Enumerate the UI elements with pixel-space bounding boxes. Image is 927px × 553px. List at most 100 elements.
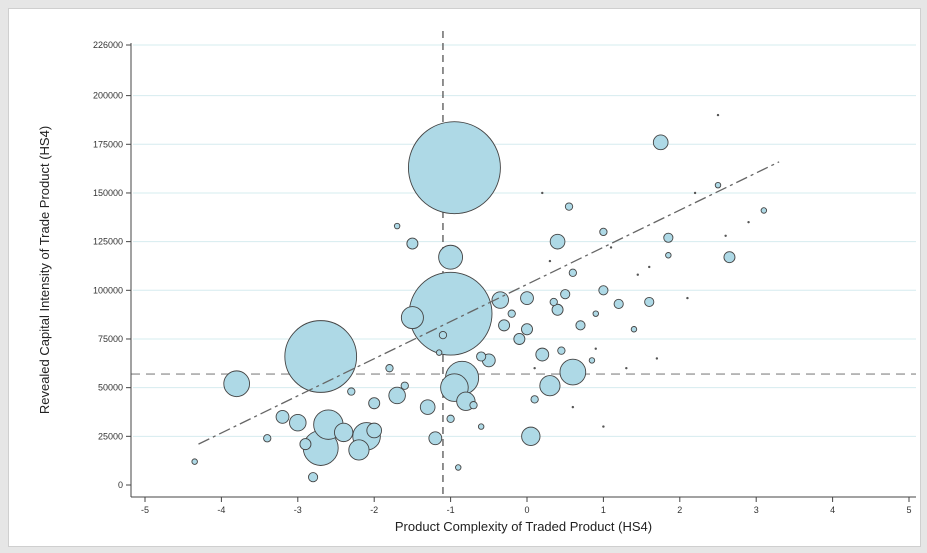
fit-line-group bbox=[198, 161, 780, 445]
bubble-point bbox=[557, 346, 566, 355]
y-tick-label: 75000 bbox=[98, 334, 123, 344]
bubble-point bbox=[714, 181, 722, 189]
x-tick-label: 5 bbox=[906, 505, 911, 515]
speck-point bbox=[609, 246, 613, 249]
bubble-point bbox=[393, 222, 401, 230]
x-tick-label: 4 bbox=[830, 505, 835, 515]
bubble-point bbox=[275, 409, 290, 424]
speck-point bbox=[533, 366, 536, 370]
bubble-point bbox=[539, 375, 561, 397]
speck-point bbox=[655, 357, 659, 360]
bubble-point bbox=[400, 381, 409, 390]
y-tick-label: 150000 bbox=[93, 188, 123, 198]
x-tick-label: 0 bbox=[524, 505, 529, 515]
speck-point bbox=[571, 405, 575, 409]
speck-point bbox=[636, 273, 639, 276]
y-axis-label: Revealed Capital Intensity of Trade Prod… bbox=[37, 126, 52, 414]
bubble-point bbox=[406, 237, 419, 250]
bubble-point bbox=[498, 319, 511, 332]
scatter-chart: 0 25000 50000 75000 100000 125000 150000 175000… bbox=[37, 31, 916, 534]
bubble-point bbox=[407, 121, 501, 215]
bubble-point bbox=[630, 326, 638, 333]
speck-point bbox=[686, 296, 689, 300]
bubble-point bbox=[507, 309, 516, 318]
bubble-point bbox=[438, 244, 464, 270]
bubble-point bbox=[549, 297, 558, 307]
bubbles bbox=[191, 113, 768, 483]
speck-point bbox=[693, 191, 697, 195]
bubble-point bbox=[469, 401, 478, 410]
y-tick-label: 50000 bbox=[98, 383, 123, 393]
fit-line bbox=[198, 161, 780, 445]
y-tick-labels: 0 25000 50000 75000 100000 125000 150000 175000… bbox=[93, 40, 123, 490]
bubble-point bbox=[564, 202, 574, 211]
speck-point bbox=[602, 425, 605, 428]
bubble-point bbox=[530, 395, 539, 404]
bubble-point bbox=[644, 296, 655, 308]
grid-lines bbox=[133, 44, 916, 437]
bubble-point bbox=[613, 298, 624, 309]
bubble-point bbox=[348, 439, 370, 461]
chart-frame: 0 25000 50000 75000 100000 125000 150000 175000… bbox=[8, 8, 921, 547]
bubble-point bbox=[575, 320, 586, 331]
speck-point bbox=[648, 265, 651, 269]
speck-point bbox=[724, 234, 727, 237]
bubble-point bbox=[400, 306, 424, 330]
x-tick-label: 3 bbox=[754, 505, 759, 515]
bubble-point bbox=[551, 303, 564, 316]
bubble-point bbox=[598, 285, 609, 296]
bubble-point bbox=[588, 357, 596, 364]
bubble-point bbox=[513, 333, 526, 345]
bubble-point bbox=[428, 431, 443, 446]
y-tick-label: 0 bbox=[118, 480, 123, 490]
bubble-point bbox=[476, 351, 487, 362]
y-tick-label: 226000 bbox=[93, 40, 123, 50]
x-tick-label: -2 bbox=[370, 505, 378, 515]
y-tick-label: 125000 bbox=[93, 237, 123, 247]
bubble-point bbox=[446, 414, 455, 423]
axes bbox=[126, 43, 916, 502]
bubble-point bbox=[652, 134, 669, 151]
x-tick-label: -1 bbox=[447, 505, 455, 515]
bubble-point bbox=[191, 458, 198, 465]
reference-lines bbox=[131, 31, 916, 497]
bubble-point bbox=[665, 252, 672, 259]
bubble-point bbox=[368, 397, 381, 410]
bubble-point bbox=[599, 227, 608, 237]
bubble-point bbox=[347, 387, 356, 396]
y-tick-label: 100000 bbox=[93, 285, 123, 295]
bubble-point bbox=[385, 364, 394, 373]
x-tick-label: -5 bbox=[141, 505, 149, 515]
bubble-point bbox=[289, 413, 307, 432]
bubble-point bbox=[723, 251, 736, 264]
bubble-point bbox=[521, 426, 541, 446]
speck-point bbox=[625, 366, 628, 370]
bubble-point bbox=[535, 347, 550, 362]
bubble-point bbox=[435, 349, 443, 356]
speck-point bbox=[594, 347, 597, 350]
bubble-point bbox=[663, 232, 674, 243]
x-axis-label: Product Complexity of Traded Product (HS… bbox=[395, 519, 652, 534]
bubble-point bbox=[559, 358, 587, 386]
speck-point bbox=[541, 191, 544, 195]
bubble-point bbox=[760, 207, 768, 214]
bubble-point bbox=[223, 370, 251, 398]
bubble-point bbox=[592, 310, 599, 317]
x-tick-label: -4 bbox=[217, 505, 225, 515]
bubble-point bbox=[308, 472, 319, 483]
y-tick-label: 175000 bbox=[93, 139, 123, 149]
bubble-point bbox=[521, 323, 533, 336]
bubble-point bbox=[455, 464, 462, 471]
bubble-point bbox=[568, 268, 577, 277]
speck-point bbox=[716, 113, 720, 117]
bubble-point bbox=[388, 386, 406, 405]
x-tick-label: 2 bbox=[677, 505, 682, 515]
bubble-point bbox=[366, 422, 383, 439]
x-tick-label: 1 bbox=[601, 505, 606, 515]
x-tick-label: -3 bbox=[294, 505, 302, 515]
bubble-point bbox=[438, 330, 448, 340]
bubble-point bbox=[284, 320, 358, 393]
y-tick-label: 25000 bbox=[98, 431, 123, 441]
speck-point bbox=[747, 220, 750, 224]
x-tick-labels: -5 -4 -3 -2 -1 0 1 2 3 4 5 bbox=[141, 505, 912, 515]
